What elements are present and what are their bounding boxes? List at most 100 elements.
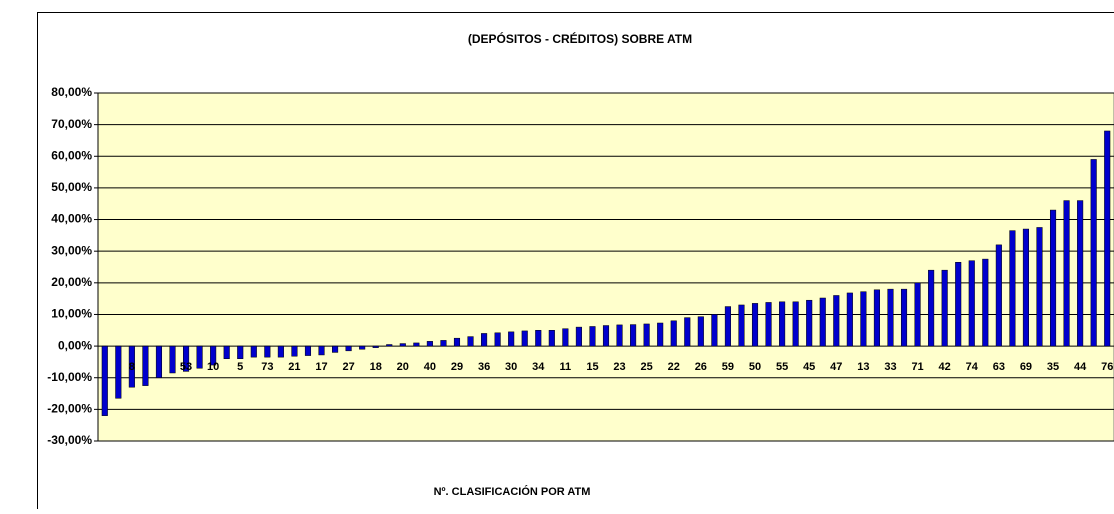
bar bbox=[495, 333, 501, 346]
x-tick-label: 17 bbox=[315, 361, 327, 373]
bar bbox=[508, 332, 514, 346]
bar bbox=[251, 346, 257, 357]
y-tick-label: -30,00% bbox=[47, 433, 92, 447]
bar bbox=[1037, 227, 1043, 346]
x-tick-label: 15 bbox=[586, 361, 598, 373]
bar bbox=[481, 333, 487, 346]
y-tick-label: 10,00% bbox=[51, 307, 92, 321]
bar bbox=[793, 302, 799, 346]
bar bbox=[1091, 159, 1097, 346]
x-tick-label: 10 bbox=[207, 361, 219, 373]
bar bbox=[644, 324, 650, 346]
bar bbox=[630, 325, 636, 347]
bar bbox=[170, 346, 176, 373]
bar bbox=[563, 329, 569, 346]
bar bbox=[454, 338, 460, 346]
y-tick-label: -20,00% bbox=[47, 402, 92, 416]
x-tick-label: 5 bbox=[237, 361, 243, 373]
bar bbox=[847, 293, 853, 346]
x-tick-label: 23 bbox=[613, 361, 625, 373]
x-tick-label: 63 bbox=[993, 361, 1005, 373]
bar bbox=[292, 346, 298, 356]
y-tick-label: 20,00% bbox=[51, 275, 92, 289]
bar bbox=[901, 289, 907, 346]
bar bbox=[386, 345, 392, 347]
x-tick-label: 55 bbox=[776, 361, 788, 373]
bar bbox=[1064, 201, 1070, 347]
bar bbox=[468, 337, 474, 346]
bar bbox=[427, 341, 433, 346]
bar bbox=[156, 346, 162, 378]
bar bbox=[549, 330, 555, 346]
x-tick-label: 13 bbox=[857, 361, 869, 373]
x-tick-label: 30 bbox=[505, 361, 517, 373]
bar bbox=[820, 298, 826, 346]
bar bbox=[224, 346, 230, 359]
x-tick-label: 47 bbox=[830, 361, 842, 373]
x-tick-label: 42 bbox=[939, 361, 951, 373]
x-tick-label: 18 bbox=[370, 361, 382, 373]
y-tick-label: 50,00% bbox=[51, 180, 92, 194]
bar bbox=[400, 344, 406, 347]
x-tick-label: 22 bbox=[668, 361, 680, 373]
x-tick-label: 25 bbox=[641, 361, 653, 373]
bar bbox=[806, 300, 812, 346]
bar bbox=[684, 318, 690, 346]
bar bbox=[603, 326, 609, 347]
bar bbox=[332, 346, 338, 352]
bar bbox=[116, 346, 122, 398]
bar bbox=[535, 330, 541, 346]
x-tick-label: 36 bbox=[478, 361, 490, 373]
y-tick-label: -10,00% bbox=[47, 370, 92, 384]
y-tick-label: 60,00% bbox=[51, 148, 92, 162]
bar bbox=[576, 327, 582, 346]
bar bbox=[928, 270, 934, 346]
x-tick-label: 33 bbox=[884, 361, 896, 373]
chart-title: (DEPÓSITOS - CRÉDITOS) SOBRE ATM bbox=[468, 31, 692, 46]
bar bbox=[752, 303, 758, 346]
y-tick-label: 0,00% bbox=[58, 338, 92, 352]
plot-area bbox=[98, 93, 1114, 441]
bar bbox=[983, 259, 989, 346]
bar bbox=[712, 314, 718, 346]
x-tick-label: 20 bbox=[397, 361, 409, 373]
bar bbox=[969, 261, 975, 346]
bar bbox=[102, 346, 108, 416]
x-tick-label: 29 bbox=[451, 361, 463, 373]
bar bbox=[319, 346, 325, 355]
bar bbox=[265, 346, 271, 357]
bar bbox=[359, 346, 365, 349]
bar bbox=[888, 289, 894, 346]
x-tick-label: 26 bbox=[695, 361, 707, 373]
bar bbox=[955, 262, 961, 346]
x-tick-label: 35 bbox=[1047, 361, 1059, 373]
bar bbox=[237, 346, 243, 359]
x-tick-label: 44 bbox=[1074, 361, 1087, 373]
x-tick-label: 45 bbox=[803, 361, 815, 373]
bar bbox=[739, 305, 745, 346]
bar bbox=[617, 325, 623, 346]
bar bbox=[874, 290, 880, 346]
bar bbox=[1050, 210, 1056, 346]
bar bbox=[779, 302, 785, 346]
bar bbox=[414, 343, 420, 346]
x-tick-label: 71 bbox=[911, 361, 923, 373]
bar bbox=[143, 346, 149, 386]
x-tick-label: 21 bbox=[288, 361, 300, 373]
x-axis-title: Nº. CLASIFICACIÓN POR ATM bbox=[434, 485, 591, 498]
y-tick-label: 30,00% bbox=[51, 243, 92, 257]
y-tick-label: 80,00% bbox=[51, 85, 92, 99]
x-tick-label: 34 bbox=[532, 361, 545, 373]
x-tick-label: 59 bbox=[722, 361, 734, 373]
bar bbox=[657, 323, 663, 346]
bar bbox=[725, 307, 731, 347]
y-tick-label: 70,00% bbox=[51, 117, 92, 131]
x-tick-label: 76 bbox=[1101, 361, 1113, 373]
bar bbox=[197, 346, 203, 368]
bar bbox=[305, 346, 311, 355]
bar bbox=[441, 340, 447, 346]
bar bbox=[346, 346, 352, 351]
bar bbox=[1104, 131, 1110, 346]
bar bbox=[766, 302, 772, 346]
bar bbox=[671, 321, 677, 346]
